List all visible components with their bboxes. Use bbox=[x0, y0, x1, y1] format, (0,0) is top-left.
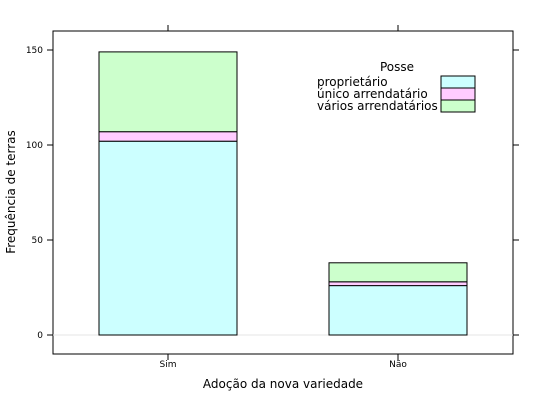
bar-segment-sim-series-2 bbox=[98, 131, 238, 142]
y-tick-label: 0 bbox=[37, 331, 43, 341]
bar-segment-não-series-3 bbox=[328, 262, 468, 283]
bar-segment-sim-series-3 bbox=[98, 51, 238, 133]
legend-swatch-2 bbox=[440, 87, 476, 101]
bar-segment-não-series-2 bbox=[328, 281, 468, 287]
legend-title: Posse bbox=[380, 60, 414, 74]
plot-frame bbox=[52, 30, 514, 355]
bars-group bbox=[98, 51, 468, 336]
legend-label-3: vários arrendatários bbox=[317, 99, 438, 113]
y-tick-label: 150 bbox=[26, 46, 43, 56]
y-tick-label: 100 bbox=[26, 141, 43, 151]
y-tick-label: 50 bbox=[32, 236, 44, 246]
bar-segment-não-series-1 bbox=[328, 285, 468, 336]
legend-label-1: proprietário bbox=[317, 75, 388, 89]
x-axis: Sim Não bbox=[160, 25, 407, 370]
legend-label-2: único arrendatário bbox=[317, 87, 428, 101]
x-tick-label-sim: Sim bbox=[160, 360, 177, 370]
x-axis-title: Adoção da nova variedade bbox=[203, 377, 363, 391]
y-axis-title: Frequência de terras bbox=[4, 130, 18, 254]
legend-swatch-1 bbox=[440, 75, 476, 89]
x-tick-label-não: Não bbox=[389, 360, 407, 370]
bar-segment-sim-series-1 bbox=[98, 140, 238, 336]
y-axis: 0 50 100 150 bbox=[26, 46, 519, 341]
legend-swatch-3 bbox=[440, 99, 476, 113]
